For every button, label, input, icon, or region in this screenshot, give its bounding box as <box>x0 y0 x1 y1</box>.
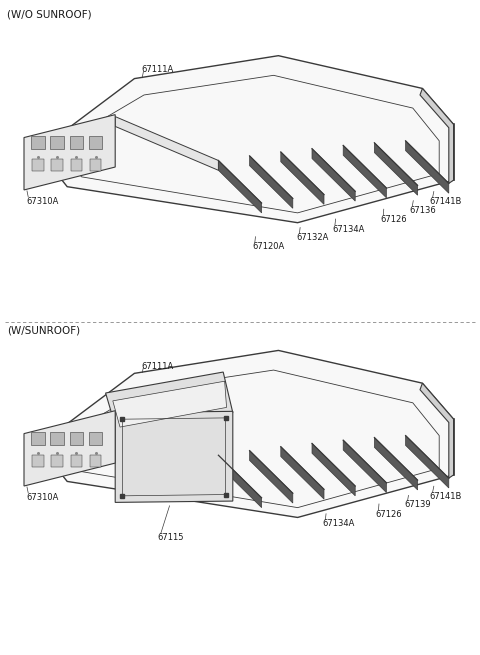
Text: 67111A: 67111A <box>142 66 174 75</box>
Polygon shape <box>89 136 102 149</box>
Polygon shape <box>218 455 262 508</box>
Polygon shape <box>115 411 233 502</box>
Polygon shape <box>250 156 293 208</box>
Text: 67134A: 67134A <box>332 225 364 234</box>
Polygon shape <box>31 432 45 445</box>
Text: 67141B: 67141B <box>430 197 462 206</box>
Polygon shape <box>38 56 454 223</box>
Text: 67132A: 67132A <box>297 233 329 242</box>
Text: 67310A: 67310A <box>26 493 59 502</box>
Polygon shape <box>31 136 45 149</box>
Text: 67120A: 67120A <box>252 242 284 252</box>
Polygon shape <box>71 455 82 467</box>
Polygon shape <box>343 440 386 493</box>
Text: 67139: 67139 <box>405 500 431 510</box>
Polygon shape <box>406 436 449 488</box>
Polygon shape <box>420 88 454 183</box>
Polygon shape <box>281 152 324 204</box>
Text: 67141B: 67141B <box>430 492 462 501</box>
Polygon shape <box>32 159 44 171</box>
Polygon shape <box>250 451 293 503</box>
Polygon shape <box>50 136 64 149</box>
Polygon shape <box>50 432 64 445</box>
Polygon shape <box>70 136 83 149</box>
Polygon shape <box>218 160 262 213</box>
Polygon shape <box>38 350 454 517</box>
Text: (W/SUNROOF): (W/SUNROOF) <box>7 326 80 335</box>
Polygon shape <box>115 117 218 170</box>
Polygon shape <box>90 455 101 467</box>
Polygon shape <box>374 143 418 195</box>
Text: 67310A: 67310A <box>26 196 59 206</box>
Polygon shape <box>24 411 115 486</box>
Text: 67115: 67115 <box>157 533 184 542</box>
Polygon shape <box>51 159 63 171</box>
Text: 67134A: 67134A <box>323 519 355 529</box>
Polygon shape <box>115 413 218 465</box>
Polygon shape <box>70 432 83 445</box>
Text: 67126: 67126 <box>381 215 407 224</box>
Polygon shape <box>113 381 227 427</box>
Text: 67126: 67126 <box>376 510 402 519</box>
Polygon shape <box>71 159 82 171</box>
Polygon shape <box>51 455 63 467</box>
Polygon shape <box>89 432 102 445</box>
Polygon shape <box>281 447 324 499</box>
Text: (W/O SUNROOF): (W/O SUNROOF) <box>7 10 92 20</box>
Polygon shape <box>420 383 454 478</box>
Polygon shape <box>90 159 101 171</box>
Polygon shape <box>374 438 418 490</box>
Polygon shape <box>312 443 355 496</box>
Polygon shape <box>106 372 233 434</box>
Polygon shape <box>24 115 115 190</box>
Polygon shape <box>406 141 449 193</box>
Text: 67136: 67136 <box>409 206 436 215</box>
Text: 67111A: 67111A <box>142 362 174 371</box>
Polygon shape <box>32 455 44 467</box>
Polygon shape <box>343 145 386 198</box>
Polygon shape <box>312 149 355 201</box>
